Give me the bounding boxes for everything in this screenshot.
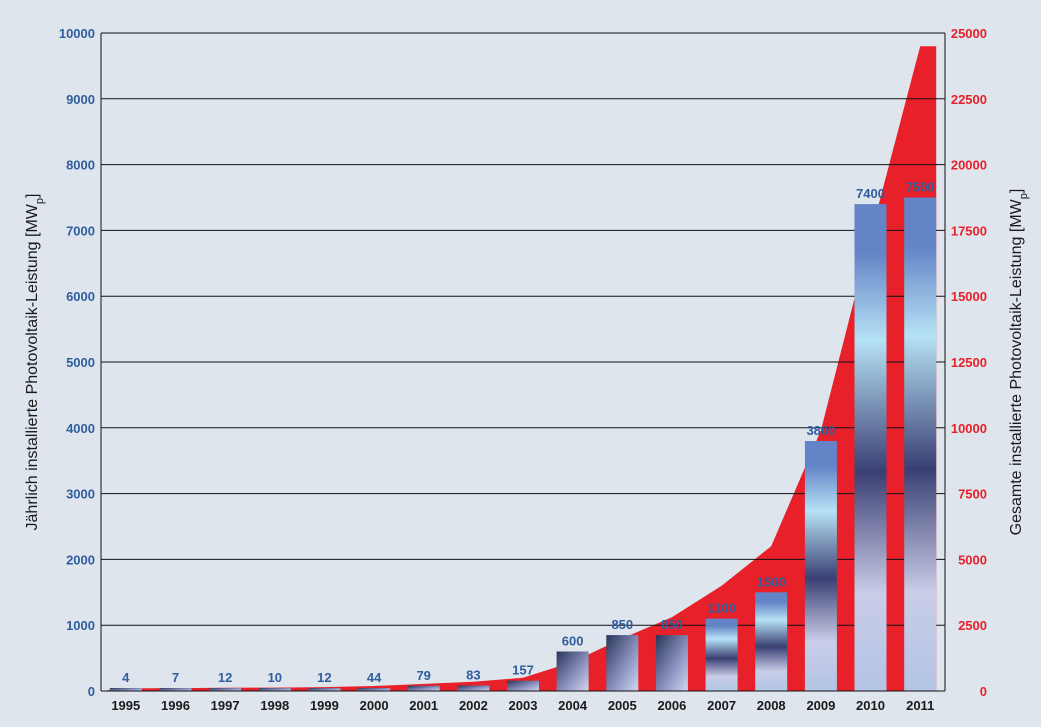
x-tick-label: 2011 bbox=[906, 698, 934, 713]
bar-value-label: 4 bbox=[122, 670, 130, 685]
bar-value-label: 12 bbox=[218, 670, 232, 685]
bar-value-label: 12 bbox=[317, 670, 331, 685]
y-axis-title: Jährlich installierte Photovoltaik-Leist… bbox=[24, 194, 46, 531]
x-tick-label: 2001 bbox=[409, 698, 438, 713]
bar bbox=[159, 688, 192, 691]
bar bbox=[755, 592, 788, 691]
bar bbox=[606, 635, 639, 691]
y2-tick-label: 10000 bbox=[951, 421, 987, 436]
bar bbox=[854, 204, 887, 691]
bar bbox=[258, 688, 291, 691]
bar-value-label: 7400 bbox=[856, 186, 885, 201]
bar-value-label: 600 bbox=[562, 634, 584, 649]
bar bbox=[308, 688, 341, 691]
x-tick-label: 1999 bbox=[310, 698, 339, 713]
bar-value-label: 79 bbox=[416, 668, 430, 683]
y2-tick-label: 17500 bbox=[951, 223, 987, 238]
x-tick-label: 1998 bbox=[260, 698, 289, 713]
y-tick-label: 9000 bbox=[66, 92, 95, 107]
x-tick-label: 2009 bbox=[806, 698, 835, 713]
bar-value-label: 1100 bbox=[707, 601, 735, 616]
x-tick-label: 2005 bbox=[608, 698, 637, 713]
y2-tick-label: 12500 bbox=[951, 355, 987, 370]
bar bbox=[556, 651, 589, 691]
x-tick-label: 2000 bbox=[360, 698, 389, 713]
x-tick-label: 2003 bbox=[509, 698, 538, 713]
bar bbox=[705, 618, 738, 691]
bar bbox=[507, 680, 539, 691]
y-tick-label: 3000 bbox=[66, 487, 95, 502]
bar bbox=[209, 688, 242, 691]
y2-tick-label: 2500 bbox=[958, 618, 987, 633]
bar-value-label: 83 bbox=[466, 668, 480, 683]
y2-tick-label: 25000 bbox=[951, 26, 987, 41]
bar bbox=[904, 197, 937, 691]
y-tick-label: 5000 bbox=[66, 355, 95, 370]
y-tick-label: 0 bbox=[88, 684, 95, 699]
x-tick-label: 2008 bbox=[757, 698, 786, 713]
bar-value-label: 7500 bbox=[906, 180, 935, 195]
y-tick-label: 8000 bbox=[66, 158, 95, 173]
x-tick-label: 1996 bbox=[161, 698, 190, 713]
bar-value-label: 157 bbox=[512, 663, 534, 678]
bar bbox=[358, 688, 391, 691]
x-tick-label: 2002 bbox=[459, 698, 488, 713]
bar bbox=[109, 688, 142, 691]
y-tick-label: 10000 bbox=[59, 26, 95, 41]
y-tick-label: 1000 bbox=[66, 618, 95, 633]
y2-tick-label: 7500 bbox=[958, 487, 987, 502]
x-tick-label: 2004 bbox=[558, 698, 588, 713]
y-tick-label: 6000 bbox=[66, 289, 95, 304]
bar bbox=[655, 635, 688, 691]
bar-value-label: 850 bbox=[611, 617, 633, 632]
bar-value-label: 850 bbox=[661, 617, 683, 632]
x-tick-label: 2006 bbox=[657, 698, 686, 713]
bar bbox=[804, 441, 837, 691]
y2-tick-label: 5000 bbox=[958, 552, 987, 567]
y2-tick-label: 20000 bbox=[951, 158, 987, 173]
cumulative-area bbox=[101, 46, 937, 691]
y2-tick-label: 0 bbox=[980, 684, 987, 699]
bar-value-label: 44 bbox=[367, 670, 382, 685]
y2-tick-label: 15000 bbox=[951, 289, 987, 304]
bar-value-label: 7 bbox=[172, 670, 179, 685]
bar-value-label: 1500 bbox=[757, 574, 786, 589]
x-tick-label: 1997 bbox=[211, 698, 240, 713]
x-tick-label: 2007 bbox=[707, 698, 736, 713]
y-tick-label: 4000 bbox=[66, 421, 95, 436]
bar-value-label: 3800 bbox=[806, 423, 835, 438]
bar bbox=[457, 685, 490, 691]
y2-tick-label: 22500 bbox=[951, 92, 987, 107]
x-tick-label: 1995 bbox=[111, 698, 140, 713]
x-tick-label: 2010 bbox=[856, 698, 885, 713]
bar bbox=[407, 685, 440, 691]
y-tick-label: 7000 bbox=[66, 223, 95, 238]
y-tick-label: 2000 bbox=[66, 552, 95, 567]
y2-axis-title: Gesamte installierte Photovoltaik-Leistu… bbox=[1008, 189, 1030, 536]
bar-value-label: 10 bbox=[268, 670, 282, 685]
